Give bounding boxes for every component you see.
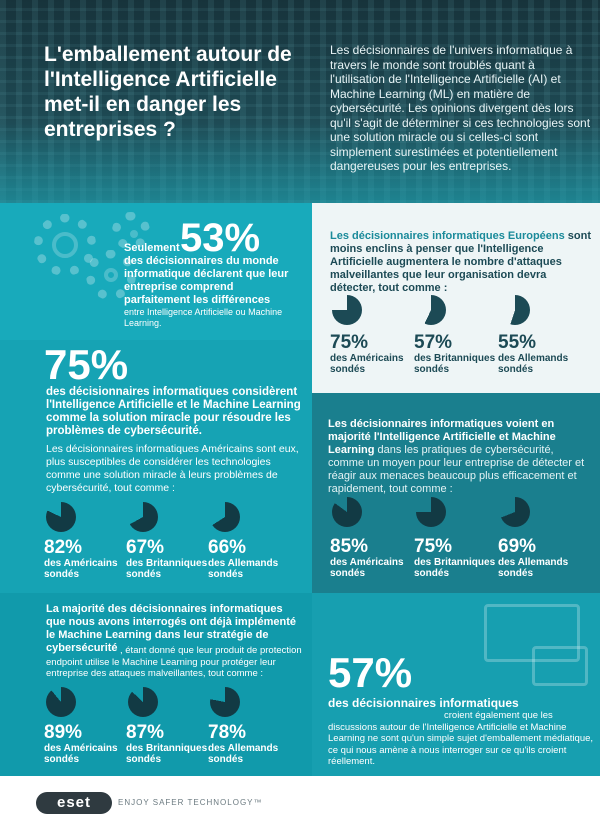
- speech-bubble-icon: [484, 604, 580, 662]
- block1-stat: 53%: [180, 216, 261, 260]
- intro-text: Les décisionnaires de l'univers informat…: [330, 43, 591, 173]
- stat-label: des Britanniques sondés: [126, 558, 208, 580]
- stat-label: des Allemands sondés: [208, 743, 279, 765]
- stat-label: des Américains sondés: [44, 558, 118, 580]
- block5-text: Les décisionnaires informatiques voient …: [328, 418, 592, 496]
- block6-stat: 57%: [328, 649, 413, 696]
- panel-57: [312, 593, 600, 776]
- stat-percent: 82%: [44, 537, 83, 558]
- panel-detection: [312, 393, 600, 593]
- stat-percent: 67%: [126, 537, 165, 558]
- pie-chart: [416, 295, 446, 325]
- pie-chart: [128, 502, 158, 532]
- block3-lead: La majorité des décisionnaires informati…: [46, 603, 296, 654]
- pie-chart: [210, 687, 240, 717]
- block6-body: croient également que les discussions au…: [328, 710, 594, 767]
- stat-label: des Britanniques sondés: [414, 353, 496, 375]
- header-banner: [0, 0, 600, 203]
- eset-logo: eset: [36, 792, 112, 814]
- pie-chart: [210, 502, 240, 532]
- block4-lead: Les décisionnaires informatiques Europée…: [330, 230, 565, 242]
- stat-percent: 66%: [208, 537, 247, 558]
- pie-chart: [500, 497, 530, 527]
- stat-percent: 55%: [498, 332, 537, 353]
- pie-chart: [332, 497, 362, 527]
- panel-ml-implemented: [0, 593, 312, 776]
- stat-percent: 78%: [208, 722, 247, 743]
- block2-lead: des décisionnaires informatiques considè…: [46, 386, 301, 437]
- speech-bubble-icon: [532, 646, 588, 686]
- gear-icon: [86, 250, 136, 300]
- block2-stat: 75%: [44, 341, 129, 388]
- stat-percent: 89%: [44, 722, 83, 743]
- stat-percent: 69%: [498, 536, 537, 557]
- stat-percent: 75%: [330, 332, 369, 353]
- panel-europeans: [312, 203, 600, 393]
- page-title: L'emballement autour de l'Intelligence A…: [44, 43, 292, 141]
- block4-text: Les décisionnaires informatiques Europée…: [330, 230, 592, 295]
- stat-label: des Allemands sondés: [498, 353, 569, 375]
- block5-body: dans les pratiques de cybersécurité, com…: [328, 444, 585, 495]
- stat-percent: 57%: [414, 332, 453, 353]
- block5-lead: Les décisionnaires informatiques voient …: [328, 418, 556, 456]
- gear-icon: [112, 212, 150, 250]
- stat-label: des Britanniques sondés: [126, 743, 208, 765]
- panel-75: [0, 340, 312, 593]
- tagline: ENJOY SAFER TECHNOLOGY™: [118, 798, 263, 807]
- pie-chart: [332, 295, 362, 325]
- pie-chart: [128, 687, 158, 717]
- pie-chart: [46, 502, 76, 532]
- stat-percent: 87%: [126, 722, 165, 743]
- stat-percent: 85%: [330, 536, 369, 557]
- stat-label: des Allemands sondés: [498, 557, 569, 579]
- block6-lead: des décisionnaires informatiques: [328, 696, 519, 710]
- stat-label: des Américains sondés: [330, 353, 404, 375]
- block4-body: sont moins enclins à penser que l'Intell…: [330, 230, 592, 294]
- block2-body: Les décisionnaires informatiques América…: [46, 443, 299, 494]
- stat-label: des Américains sondés: [330, 557, 404, 579]
- block1-small: entre Intelligence Artificielle ou Machi…: [124, 307, 283, 328]
- gear-icon: [34, 214, 96, 276]
- pie-chart: [46, 687, 76, 717]
- pie-chart: [500, 295, 530, 325]
- block1-prefix: Seulement: [124, 242, 180, 254]
- stat-percent: 75%: [414, 536, 453, 557]
- block1-text: des décisionnaires du monde informatique…: [124, 255, 289, 306]
- block3-body: , étant donné que leur produit de protec…: [46, 645, 302, 679]
- stat-label: des Allemands sondés: [208, 558, 279, 580]
- stat-label: des Britanniques sondés: [414, 557, 496, 579]
- pie-chart: [416, 497, 446, 527]
- stat-label: des Américains sondés: [44, 743, 118, 765]
